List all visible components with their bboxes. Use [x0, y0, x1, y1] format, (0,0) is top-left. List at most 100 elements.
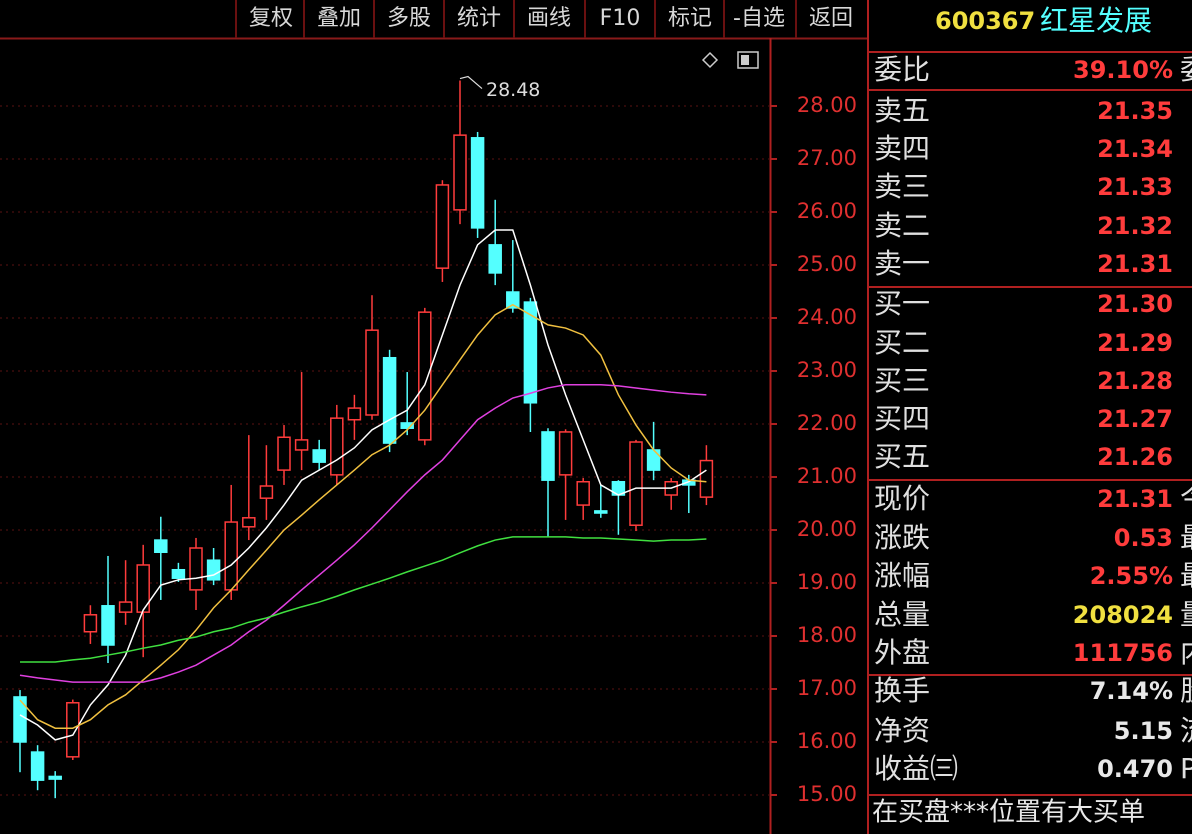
candle-body [576, 481, 590, 506]
quote-label: 委比 [874, 53, 930, 86]
candle-body [523, 301, 538, 404]
y-tick-label: 20.00 [797, 517, 857, 541]
window-icon[interactable] [737, 51, 759, 69]
toolbar-button[interactable]: F10 [600, 6, 641, 31]
candle-body [154, 539, 168, 553]
quote-value: 21.33 [1097, 173, 1173, 201]
quote-value: 0.470 [1097, 755, 1173, 783]
candle-body [66, 702, 80, 758]
candle-body [382, 356, 397, 444]
quote-value: 21.31 [1097, 250, 1173, 278]
candle-body [206, 559, 221, 581]
quote-label: 卖四 [874, 132, 930, 165]
quote-label: 卖二 [874, 209, 930, 242]
quote-label: 外盘 [874, 636, 930, 669]
quote-value: 21.30 [1097, 290, 1173, 318]
quote-value: 5.15 [1114, 717, 1173, 745]
candle-body [136, 564, 150, 613]
candle-body [435, 184, 450, 269]
quote-value: 21.26 [1097, 443, 1173, 471]
candle-body [400, 422, 414, 429]
quote-label: 收益㈢ [874, 752, 958, 785]
quote-label: 买二 [874, 326, 930, 359]
y-tick-label: 27.00 [797, 146, 857, 170]
candle-body [48, 775, 62, 780]
quote-label: 总量 [874, 598, 930, 631]
stock-name: 红星发展 [1040, 4, 1152, 37]
y-tick-label: 23.00 [797, 358, 857, 382]
candle-body [594, 510, 608, 514]
candle-body [365, 329, 379, 416]
candle-body [312, 449, 326, 463]
quote-label: 换手 [874, 674, 930, 707]
quote-label: 现价 [874, 482, 930, 515]
candle-body [118, 601, 133, 613]
moving-average-line [19, 384, 707, 683]
footer-note: 在买盘***位置有大买单 [872, 798, 1145, 828]
window-icon-fill [741, 55, 749, 65]
y-tick-label: 19.00 [797, 570, 857, 594]
quote-label: 涨幅 [874, 559, 930, 592]
quote-tail: 今 [1180, 482, 1192, 515]
candle-body [646, 449, 661, 471]
y-tick-label: 28.00 [797, 93, 857, 117]
quote-value: 21.29 [1097, 329, 1173, 357]
y-tick-label: 16.00 [797, 729, 857, 753]
candle-body [453, 134, 467, 211]
quote-tail: 股 [1180, 674, 1192, 707]
candle-body [418, 311, 432, 441]
candle-body [488, 244, 502, 274]
toolbar-button[interactable]: 叠加 [317, 6, 361, 31]
quote-tail: 最 [1180, 521, 1192, 554]
candle-body [189, 547, 203, 591]
candle-body [13, 696, 27, 743]
quote-label: 买一 [874, 287, 930, 320]
candle-body [330, 417, 344, 476]
quote-value: 111756 [1073, 639, 1173, 667]
quote-tail: P [1180, 752, 1192, 785]
toolbar-button[interactable]: 复权 [249, 6, 293, 31]
y-tick-label: 15.00 [797, 782, 857, 806]
y-tick-label: 26.00 [797, 199, 857, 223]
candle-body [470, 137, 485, 229]
candle-body [101, 605, 115, 646]
candle-body [242, 517, 256, 528]
toolbar-button[interactable]: 画线 [527, 6, 571, 31]
quote-tail: 委 [1180, 53, 1192, 86]
candle-body [347, 407, 362, 421]
candle-body [294, 439, 309, 451]
quote-tail: 内 [1180, 636, 1192, 669]
quote-value: 39.10% [1073, 56, 1173, 84]
candle-body [541, 431, 555, 481]
moving-average-line [19, 303, 707, 729]
candle-body [699, 459, 714, 498]
moving-average-line [20, 536, 707, 663]
candle-body [259, 485, 274, 499]
quote-value: 7.14% [1090, 677, 1173, 705]
quote-label: 卖一 [874, 247, 930, 280]
toolbar-button[interactable]: 多股 [387, 6, 431, 31]
quote-tail: 流 [1180, 714, 1192, 747]
y-tick-label: 22.00 [797, 411, 857, 435]
toolbar-button[interactable]: 标记 [668, 6, 712, 31]
candle-body [171, 568, 186, 579]
quote-value: 21.35 [1097, 97, 1173, 125]
y-tick-label: 21.00 [797, 464, 857, 488]
toolbar-button[interactable]: -自选 [733, 6, 785, 31]
quote-value: 0.53 [1114, 524, 1173, 552]
candle-body [558, 431, 573, 476]
quote-value: 21.32 [1097, 212, 1173, 240]
candle-body [224, 521, 238, 591]
quote-label: 买三 [874, 364, 930, 397]
toolbar-button[interactable]: 统计 [457, 6, 501, 31]
quote-value: 21.28 [1097, 367, 1173, 395]
candle-body [629, 441, 643, 526]
quote-label: 净资 [874, 714, 930, 747]
quote-value: 21.31 [1097, 485, 1173, 513]
candle-body [506, 291, 520, 309]
toolbar-button[interactable]: 返回 [809, 6, 853, 31]
diamond-icon[interactable] [701, 51, 719, 69]
plot-area: 28.48 [0, 75, 770, 799]
